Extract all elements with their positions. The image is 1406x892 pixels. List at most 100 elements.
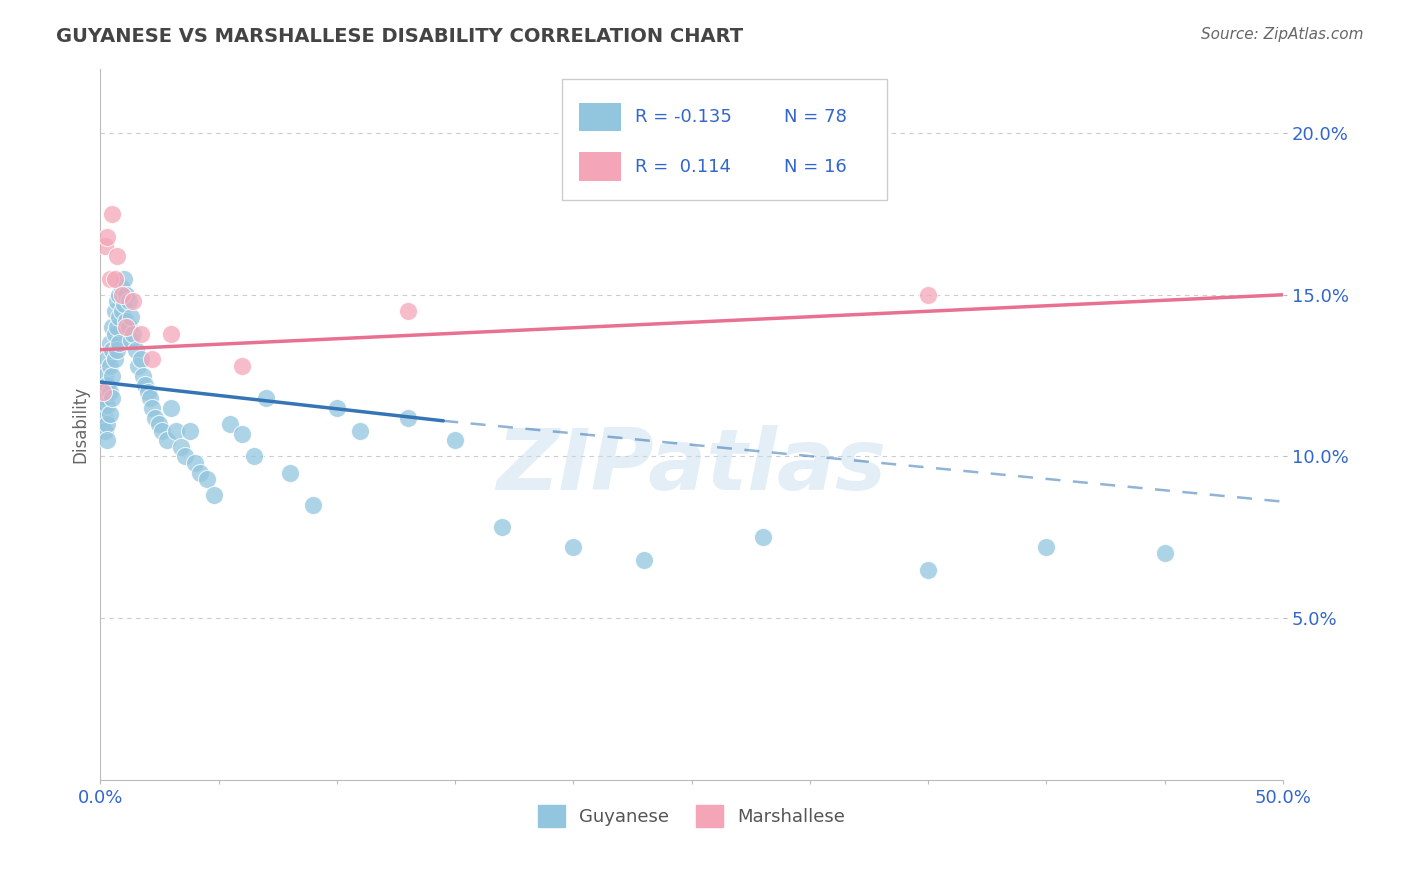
- Point: [108, 310, 131, 325]
- Point: [219, 417, 242, 431]
- Point: [396, 410, 419, 425]
- Point: [396, 304, 419, 318]
- Point: [98, 384, 121, 399]
- Point: [98, 359, 121, 373]
- Point: [160, 326, 183, 341]
- Point: [105, 249, 128, 263]
- Point: [125, 343, 148, 357]
- Point: [120, 310, 142, 325]
- Point: [174, 450, 197, 464]
- Point: [491, 520, 513, 534]
- Point: [94, 424, 117, 438]
- Point: [103, 271, 125, 285]
- Point: [108, 287, 131, 301]
- Point: [188, 466, 211, 480]
- Point: [98, 271, 121, 285]
- Point: [136, 384, 159, 399]
- Point: [143, 410, 166, 425]
- Text: Source: ZipAtlas.com: Source: ZipAtlas.com: [1201, 27, 1364, 42]
- Point: [96, 434, 118, 448]
- Point: [91, 384, 114, 399]
- Point: [101, 391, 124, 405]
- Point: [96, 352, 118, 367]
- Point: [111, 304, 134, 318]
- FancyBboxPatch shape: [561, 79, 887, 200]
- Point: [94, 391, 117, 405]
- Point: [129, 352, 152, 367]
- Point: [562, 540, 585, 554]
- Text: ZIPatlas: ZIPatlas: [496, 425, 887, 508]
- Point: [91, 384, 114, 399]
- Point: [103, 326, 125, 341]
- Point: [243, 450, 266, 464]
- Point: [98, 336, 121, 351]
- Point: [231, 359, 253, 373]
- Point: [160, 401, 183, 415]
- Point: [105, 294, 128, 309]
- Point: [96, 378, 118, 392]
- Point: [129, 326, 152, 341]
- Point: [184, 456, 207, 470]
- Point: [155, 434, 177, 448]
- Point: [917, 562, 939, 576]
- Point: [91, 417, 114, 431]
- Point: [120, 333, 142, 347]
- Point: [98, 408, 121, 422]
- Point: [115, 287, 138, 301]
- Point: [179, 424, 201, 438]
- Text: R =  0.114: R = 0.114: [636, 158, 731, 176]
- Point: [96, 229, 118, 244]
- Text: GUYANESE VS MARSHALLESE DISABILITY CORRELATION CHART: GUYANESE VS MARSHALLESE DISABILITY CORRE…: [56, 27, 744, 45]
- Point: [101, 343, 124, 357]
- Point: [150, 424, 173, 438]
- Point: [165, 424, 187, 438]
- Point: [278, 466, 301, 480]
- Point: [94, 368, 117, 383]
- Point: [108, 336, 131, 351]
- Point: [917, 287, 939, 301]
- Point: [105, 320, 128, 334]
- Point: [134, 378, 156, 392]
- Point: [111, 287, 134, 301]
- Point: [115, 313, 138, 327]
- Point: [118, 320, 141, 334]
- Point: [141, 352, 163, 367]
- Point: [122, 294, 145, 309]
- Point: [105, 343, 128, 357]
- Point: [118, 294, 141, 309]
- Point: [112, 271, 135, 285]
- Point: [96, 398, 118, 412]
- Point: [1153, 546, 1175, 560]
- Point: [115, 320, 138, 334]
- FancyBboxPatch shape: [579, 153, 620, 181]
- Point: [633, 553, 655, 567]
- FancyBboxPatch shape: [579, 103, 620, 131]
- Point: [103, 352, 125, 367]
- Point: [1035, 540, 1057, 554]
- Point: [349, 424, 371, 438]
- Point: [91, 401, 114, 415]
- Point: [112, 297, 135, 311]
- Point: [139, 391, 162, 405]
- Point: [170, 440, 193, 454]
- Point: [302, 498, 325, 512]
- Point: [148, 417, 170, 431]
- Point: [231, 426, 253, 441]
- Point: [94, 410, 117, 425]
- Point: [101, 207, 124, 221]
- Point: [122, 326, 145, 341]
- Point: [132, 368, 155, 383]
- Point: [751, 530, 773, 544]
- Point: [127, 359, 149, 373]
- Text: N = 78: N = 78: [783, 108, 846, 126]
- Point: [141, 401, 163, 415]
- Point: [111, 281, 134, 295]
- Point: [202, 488, 225, 502]
- Point: [195, 472, 218, 486]
- Point: [94, 239, 117, 253]
- Point: [444, 434, 467, 448]
- Y-axis label: Disability: Disability: [72, 385, 89, 463]
- Text: N = 16: N = 16: [783, 158, 846, 176]
- Point: [254, 391, 277, 405]
- Point: [103, 304, 125, 318]
